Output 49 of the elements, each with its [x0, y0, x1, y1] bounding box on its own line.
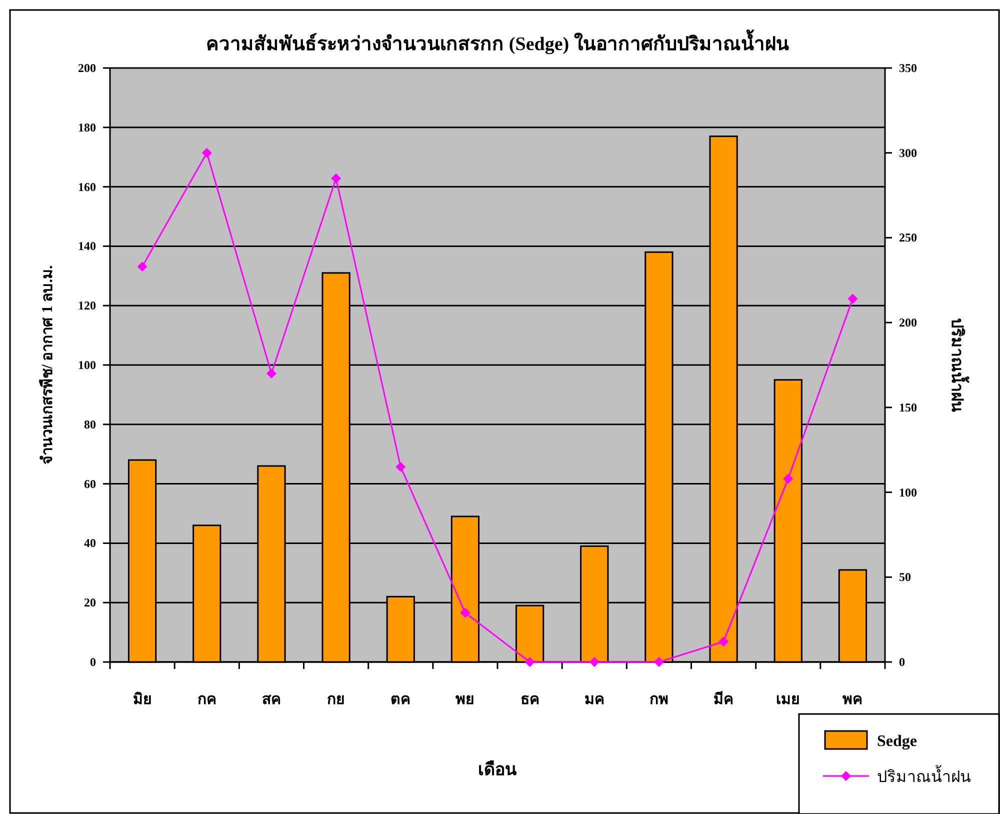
x-tick-label: มีค	[714, 691, 734, 708]
x-tick-label: พค	[842, 692, 863, 708]
point	[331, 173, 342, 184]
y-tick-label: 0	[90, 655, 96, 669]
y-tick-label: 120	[78, 298, 96, 313]
point	[589, 657, 600, 667]
y-axis-title: จำนวนเกสรพืช/ อากาศ 1 ลบ.ม.	[39, 265, 56, 465]
legend-label: ปริมาณน้ำฝน	[877, 765, 971, 786]
point	[202, 148, 212, 158]
x-axis-title: เดือน	[478, 759, 517, 779]
point	[137, 262, 148, 272]
point	[460, 608, 470, 618]
y2-tick-label: 300	[899, 146, 917, 160]
x-tick-label: ตค	[390, 692, 411, 708]
y-tick-label: 60	[84, 476, 96, 491]
x-tick-label: มิย	[132, 690, 152, 708]
point	[848, 294, 858, 304]
point	[783, 474, 794, 484]
y2-tick-label: 200	[899, 316, 917, 330]
y2-tick-label: 50	[899, 570, 911, 584]
x-tick-label: พย	[456, 692, 475, 708]
y2-tick-label: 100	[899, 485, 917, 500]
y-tick-label: 140	[78, 239, 96, 254]
y-tick-label: 160	[78, 180, 96, 194]
y2-tick-label: 350	[899, 61, 917, 75]
y-tick-label: 20	[84, 596, 96, 610]
point	[654, 657, 664, 667]
y2-tick-label: 250	[899, 230, 917, 245]
y-tick-label: 80	[84, 417, 96, 432]
x-tick-label: สค	[262, 692, 281, 708]
y-tick-label: 40	[84, 536, 96, 550]
y2-tick-label: 0	[899, 655, 905, 669]
x-tick-label: กพ	[649, 692, 668, 708]
x-tick-label: กย	[327, 692, 346, 708]
legend-label: Sedge	[877, 733, 917, 750]
x-tick-label: มค	[584, 692, 604, 708]
x-tick-label: เมย	[776, 692, 800, 708]
x-tick-label: กค	[197, 692, 216, 708]
y2-axis-title: ปริมาณน้ำฝน	[948, 318, 970, 412]
x-tick-label: ธค	[520, 692, 540, 708]
point	[266, 368, 276, 378]
chart-title: ความสัมพันธ์ระหว่างจำนวนเกสรกก (Sedge) ในอากาศกับปริมาณน้ำฝน	[206, 29, 789, 55]
y2-tick-label: 150	[899, 400, 917, 414]
point	[396, 462, 406, 472]
y-tick-label: 180	[78, 120, 96, 134]
point	[718, 636, 729, 647]
y-tick-label: 100	[78, 358, 96, 372]
point	[524, 657, 535, 667]
y-tick-label: 200	[78, 61, 96, 75]
